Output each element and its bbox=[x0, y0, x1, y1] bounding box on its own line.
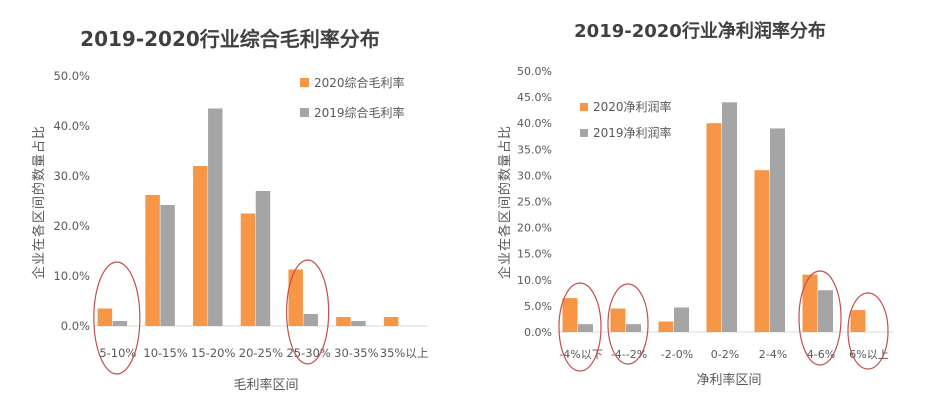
bar-2020-5 bbox=[336, 317, 351, 326]
bar-2019-3 bbox=[255, 191, 271, 326]
x-tick-label: 35%以上 bbox=[380, 346, 429, 360]
y-tick-label: 25.0% bbox=[517, 196, 552, 209]
bar-2019-1 bbox=[626, 324, 641, 332]
bar-2019-2 bbox=[674, 307, 689, 332]
x-axis-label: 净利率区间 bbox=[696, 372, 761, 388]
legend-swatch bbox=[580, 129, 588, 137]
bar-2020-3 bbox=[240, 213, 256, 326]
bar-2019-3 bbox=[722, 102, 737, 332]
y-tick-label: 20.0% bbox=[53, 219, 90, 233]
y-tick-label: 30.0% bbox=[53, 169, 90, 183]
y-axis-label: 企业在各区间的数量占比 bbox=[31, 125, 47, 279]
bar-2020-0 bbox=[562, 298, 578, 332]
bar-2020-0 bbox=[97, 308, 113, 326]
chart-title: 2019-2020行业净利润率分布 bbox=[574, 20, 826, 42]
x-axis-label: 毛利率区间 bbox=[233, 377, 298, 393]
bar-2020-4 bbox=[754, 170, 770, 332]
x-tick-label: 30-35% bbox=[334, 346, 378, 360]
y-tick-label: 0.0% bbox=[524, 326, 552, 339]
y-tick-label: 50.0% bbox=[517, 65, 552, 78]
x-tick-label: 2-4% bbox=[759, 348, 787, 361]
x-tick-label: -4%以下 bbox=[559, 348, 602, 361]
legend-label: 2019净利润率 bbox=[593, 125, 672, 140]
y-tick-label: 50.0% bbox=[53, 69, 90, 83]
y-tick-label: 10.0% bbox=[517, 274, 552, 287]
highlight-circle bbox=[93, 261, 141, 375]
bar-2020-6 bbox=[850, 310, 866, 332]
y-tick-label: 40.0% bbox=[517, 117, 552, 130]
bar-2019-4 bbox=[770, 128, 785, 332]
legend-swatch bbox=[300, 78, 309, 87]
y-tick-label: 5.0% bbox=[524, 300, 552, 313]
bar-2019-4 bbox=[303, 314, 318, 326]
legend-swatch bbox=[580, 103, 588, 111]
y-tick-label: 40.0% bbox=[53, 119, 90, 133]
chart-gross: 2019-2020行业综合毛利率分布 0.0% 10.0% 20.0% 30.0% 40.… bbox=[31, 27, 428, 393]
bar-2020-2 bbox=[658, 321, 674, 332]
x-tick-label: 20-25% bbox=[239, 346, 283, 360]
x-tick-label: 10-15% bbox=[143, 346, 187, 360]
y-tick-label: 45.0% bbox=[517, 91, 552, 104]
y-tick-label: 0.0% bbox=[61, 319, 90, 333]
y-tick-label: 15.0% bbox=[517, 248, 552, 261]
y-tick-label: 20.0% bbox=[517, 222, 552, 235]
x-tick-label: -2-0% bbox=[661, 348, 693, 361]
x-tick-label: 6%以上 bbox=[849, 348, 888, 361]
x-tick-label: 5-10% bbox=[99, 346, 136, 360]
x-tick-label: 4-6% bbox=[807, 348, 835, 361]
chart-net: 2019-2020行业净利润率分布 0.0% 5.0% 10.0% 15.0% 20.0%… bbox=[497, 20, 893, 388]
bar-2020-5 bbox=[802, 274, 818, 332]
bar-2020-1 bbox=[610, 308, 626, 332]
bar-2020-1 bbox=[145, 195, 160, 326]
bar-2020-6 bbox=[383, 317, 399, 326]
bar-2020-4 bbox=[288, 269, 303, 326]
legend-label: 2020综合毛利率 bbox=[314, 75, 405, 90]
highlight-circle bbox=[286, 259, 330, 365]
bar-2020-3 bbox=[706, 123, 722, 332]
bar-2019-0 bbox=[112, 321, 128, 326]
highlight-circle bbox=[607, 283, 649, 365]
x-tick-label: 15-20% bbox=[191, 346, 235, 360]
y-axis-label: 企业在各区间的数量占比 bbox=[497, 125, 513, 279]
bar-2019-2 bbox=[208, 108, 223, 326]
chart-title: 2019-2020行业综合毛利率分布 bbox=[80, 27, 380, 51]
y-tick-label: 30.0% bbox=[517, 169, 552, 182]
bar-2019-1 bbox=[160, 205, 175, 326]
bar-2020-2 bbox=[193, 166, 208, 326]
legend-label: 2020净利润率 bbox=[593, 99, 672, 114]
x-tick-label: 25-30% bbox=[286, 346, 330, 360]
highlight-circle bbox=[798, 270, 842, 366]
bar-2019-5 bbox=[818, 290, 833, 332]
x-tick-label: -4--2% bbox=[611, 348, 647, 361]
legend-label: 2019综合毛利率 bbox=[314, 105, 405, 120]
bar-2019-0 bbox=[578, 324, 593, 332]
highlight-circle bbox=[558, 282, 602, 372]
highlight-circle bbox=[847, 292, 889, 370]
y-tick-label: 35.0% bbox=[517, 143, 552, 156]
legend-swatch bbox=[300, 108, 309, 117]
bar-2019-5 bbox=[351, 321, 366, 326]
y-tick-label: 10.0% bbox=[53, 269, 90, 283]
x-tick-label: 0-2% bbox=[711, 348, 739, 361]
